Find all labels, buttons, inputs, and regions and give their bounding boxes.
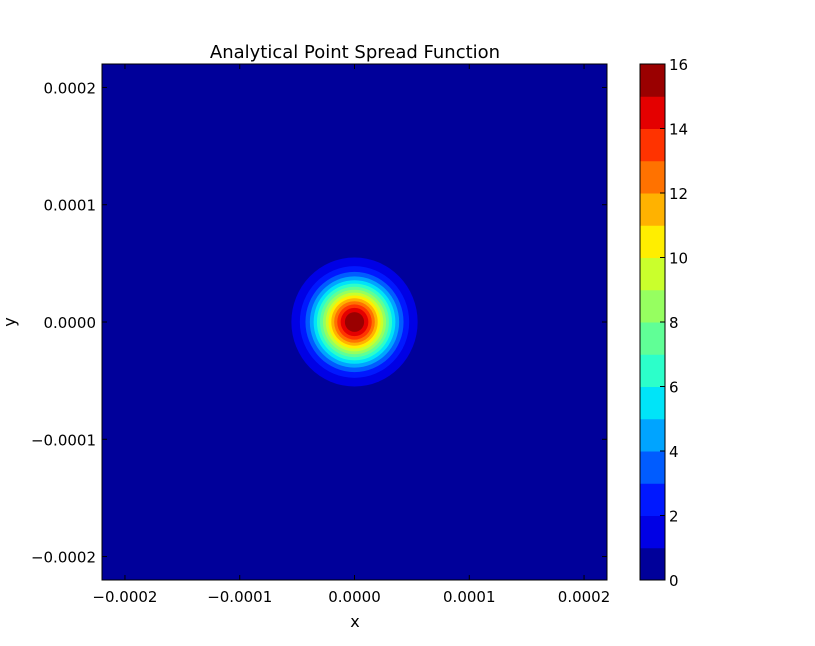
colorbar-tick-label: 8 bbox=[669, 314, 679, 332]
colorbar-band bbox=[640, 515, 665, 549]
colorbar-band bbox=[640, 547, 665, 581]
colorbar-band bbox=[640, 354, 665, 387]
colorbar-band bbox=[640, 289, 665, 323]
colorbar-tick-label: 14 bbox=[669, 121, 688, 139]
colorbar-band bbox=[640, 64, 665, 97]
colorbar-band bbox=[640, 483, 665, 516]
colorbar-tick-label: 10 bbox=[669, 250, 688, 268]
colorbar-band bbox=[640, 418, 665, 452]
y-tick-label: −0.0001 bbox=[31, 431, 96, 449]
x-axis-label: x bbox=[350, 612, 359, 631]
x-axis: −0.0002 −0.0001 0.0000 0.0001 0.0002 bbox=[92, 64, 610, 606]
colorbar-bands bbox=[640, 64, 665, 581]
colorbar-tick-label: 4 bbox=[669, 443, 679, 461]
y-tick-label: −0.0002 bbox=[31, 549, 96, 567]
colorbar-band bbox=[640, 160, 665, 194]
plot-area bbox=[101, 63, 608, 581]
colorbar-band bbox=[640, 451, 665, 484]
x-tick-label: −0.0001 bbox=[207, 588, 272, 606]
y-tick-label: 0.0002 bbox=[44, 79, 97, 97]
colorbar-band bbox=[640, 322, 665, 355]
colorbar-band bbox=[640, 193, 665, 226]
colorbar: 0 2 4 6 8 10 12 14 16 bbox=[639, 56, 688, 590]
colorbar-band bbox=[640, 386, 665, 420]
y-axis-label: y bbox=[0, 317, 19, 326]
colorbar-tick-label: 0 bbox=[669, 572, 679, 590]
colorbar-band bbox=[640, 257, 665, 291]
x-tick-label: 0.0001 bbox=[443, 588, 496, 606]
colorbar-tick-label: 6 bbox=[669, 379, 679, 397]
x-tick-label: 0.0000 bbox=[328, 588, 381, 606]
chart-title: Analytical Point Spread Function bbox=[210, 42, 500, 63]
colorbar-ticks: 0 2 4 6 8 10 12 14 16 bbox=[660, 56, 688, 590]
colorbar-tick-label: 16 bbox=[669, 56, 688, 74]
colorbar-band bbox=[640, 96, 665, 129]
colorbar-tick-label: 2 bbox=[669, 508, 679, 526]
x-tick-label: 0.0002 bbox=[558, 588, 611, 606]
y-tick-label: 0.0001 bbox=[44, 197, 97, 215]
colorbar-tick-label: 12 bbox=[669, 185, 688, 203]
colorbar-band bbox=[640, 225, 665, 258]
colorbar-band bbox=[640, 128, 665, 162]
contour-band-15 bbox=[344, 312, 365, 332]
psf-contours bbox=[291, 257, 418, 387]
y-tick-label: 0.0000 bbox=[44, 314, 97, 332]
y-axis: −0.0002 −0.0001 0.0000 0.0001 0.0002 bbox=[31, 79, 607, 567]
x-tick-label: −0.0002 bbox=[92, 588, 157, 606]
